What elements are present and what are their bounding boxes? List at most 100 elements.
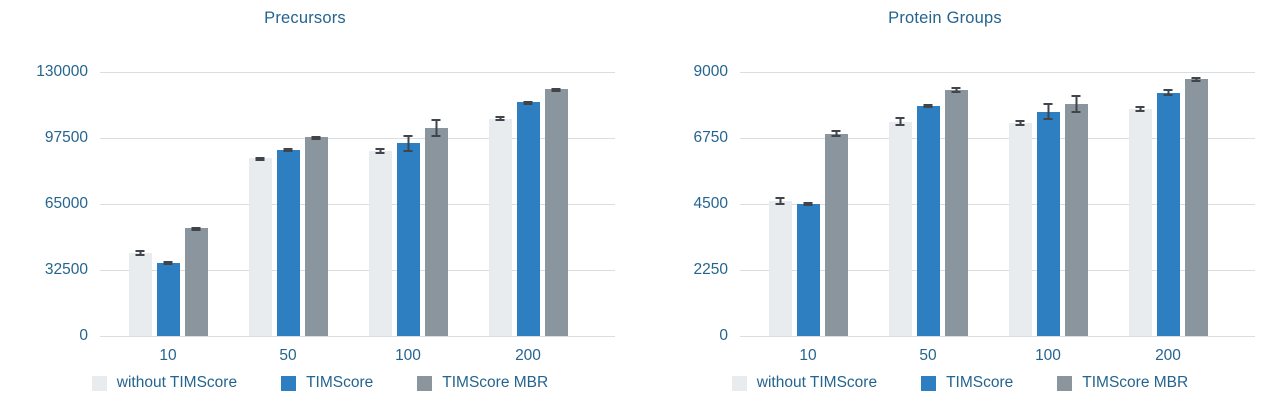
y-axis-tick-label: 97500: [44, 129, 88, 146]
bar-group-50: [248, 72, 328, 336]
error-bar: [431, 118, 441, 137]
bar-timscore-mbr-200: [1184, 77, 1208, 336]
error-bar: [163, 261, 173, 266]
error-bar: [1135, 105, 1145, 112]
bar-timscore-100: [396, 134, 420, 336]
legend-item-timscore-mbr: TIMScore MBR: [417, 374, 548, 392]
legend-label: TIMScore MBR: [1082, 374, 1189, 391]
legend-swatch: [417, 375, 433, 391]
error-bar: [923, 103, 933, 108]
precursors-chart: Precursors 0 32500 65000 97500 130000 10 50 100…: [0, 9, 640, 392]
bar-timscore-100: [1036, 102, 1060, 336]
legend-label: without TIMScore: [116, 374, 238, 391]
bar-group-100: [368, 72, 448, 336]
legend-item-without-timscore: without TIMScore: [731, 374, 877, 392]
error-bar: [375, 148, 385, 155]
error-bar: [551, 88, 561, 93]
gridline: [740, 138, 1255, 139]
legend-item-without-timscore: without TIMScore: [91, 374, 238, 392]
gridline: [740, 270, 1255, 271]
bar-group-10: [768, 72, 848, 336]
error-bar: [495, 116, 505, 122]
bar-timscore-10: [796, 201, 820, 336]
legend-swatch: [921, 375, 937, 391]
x-axis-tick-label: 100: [395, 347, 421, 364]
bar-timscore-mbr-200: [544, 88, 568, 336]
error-bar: [311, 135, 321, 140]
legend-label: TIMScore: [306, 374, 374, 391]
bar-without-timscore-200: [1128, 105, 1152, 336]
y-axis-tick-label: 6750: [693, 129, 728, 146]
x-axis-tick-label: 100: [1035, 347, 1061, 364]
bar-timscore-200: [516, 101, 540, 336]
bar-timscore-10: [156, 261, 180, 336]
x-axis-tick-label: 50: [279, 347, 297, 364]
legend-swatch: [1057, 375, 1073, 391]
error-bar: [191, 226, 201, 231]
bar-without-timscore-50: [888, 117, 912, 336]
error-bar: [523, 101, 533, 106]
protein-groups-chart: Protein Groups 0 2250 4500 6750 9000 10 50 100 2…: [640, 0, 1280, 412]
bar-group-10: [128, 72, 208, 336]
error-bar: [1043, 102, 1053, 121]
legend-item-timscore: TIMScore: [281, 374, 373, 392]
error-bar: [1191, 77, 1201, 82]
bar-timscore-mbr-50: [304, 135, 328, 336]
legend-label: TIMScore MBR: [442, 374, 549, 391]
gridline: [740, 336, 1255, 337]
legend-swatch: [731, 375, 747, 391]
chart-legend: without TIMScore TIMScore TIMScore MBR: [640, 374, 1280, 392]
chart-title: Precursors: [264, 9, 346, 27]
bar-timscore-mbr-10: [184, 226, 208, 336]
y-axis-tick-label: 65000: [44, 195, 88, 212]
legend-swatch: [281, 375, 297, 391]
error-bar: [1015, 120, 1025, 127]
bar-group-200: [488, 72, 568, 336]
bar-group-200: [1128, 72, 1208, 336]
chart-legend: without TIMScore TIMScore TIMScore MBR: [0, 374, 640, 392]
bar-timscore-mbr-10: [824, 130, 848, 336]
bar-without-timscore-200: [488, 116, 512, 336]
bar-timscore-200: [1156, 89, 1180, 336]
gridline: [740, 204, 1255, 205]
y-axis-tick-label: 0: [719, 327, 728, 344]
bar-timscore-mbr-100: [424, 118, 448, 336]
bar-timscore-50: [276, 148, 300, 336]
gridline: [100, 336, 615, 337]
legend-label: TIMScore: [946, 374, 1014, 391]
plot-area: 0 32500 65000 97500 130000 10 50 100 200: [36, 63, 615, 364]
gridline: [100, 138, 615, 139]
y-axis-tick-label: 32500: [44, 261, 88, 278]
plot-area: 0 2250 4500 6750 9000 10 50 100 200: [694, 63, 1255, 364]
bar-timscore-50: [916, 103, 940, 336]
y-axis-tick-label: 0: [79, 327, 88, 344]
error-bar: [895, 117, 905, 127]
error-bar: [1071, 95, 1081, 114]
chart-title: Protein Groups: [888, 9, 1002, 27]
y-axis-tick-label: 9000: [693, 63, 728, 80]
legend-swatch: [91, 375, 107, 391]
bar-timscore-mbr-100: [1064, 95, 1088, 336]
x-axis-tick-label: 200: [515, 347, 541, 364]
y-axis-tick-label: 2250: [693, 261, 728, 278]
error-bar: [803, 201, 813, 207]
error-bar: [1163, 89, 1173, 97]
bar-without-timscore-100: [368, 148, 392, 336]
error-bar: [255, 156, 265, 161]
error-bar: [403, 134, 413, 152]
bar-without-timscore-50: [248, 156, 272, 336]
bar-without-timscore-10: [768, 196, 792, 336]
y-axis-tick-label: 4500: [693, 195, 728, 212]
gridline: [100, 204, 615, 205]
legend-item-timscore: TIMScore: [921, 374, 1013, 392]
bar-without-timscore-100: [1008, 120, 1032, 336]
bar-group-50: [888, 72, 968, 336]
error-bar: [775, 196, 785, 206]
x-axis-tick-label: 10: [799, 347, 817, 364]
legend-item-timscore-mbr: TIMScore MBR: [1057, 374, 1188, 392]
error-bar: [831, 130, 841, 138]
error-bar: [283, 148, 293, 153]
bar-group-100: [1008, 72, 1088, 336]
bar-without-timscore-10: [128, 249, 152, 336]
